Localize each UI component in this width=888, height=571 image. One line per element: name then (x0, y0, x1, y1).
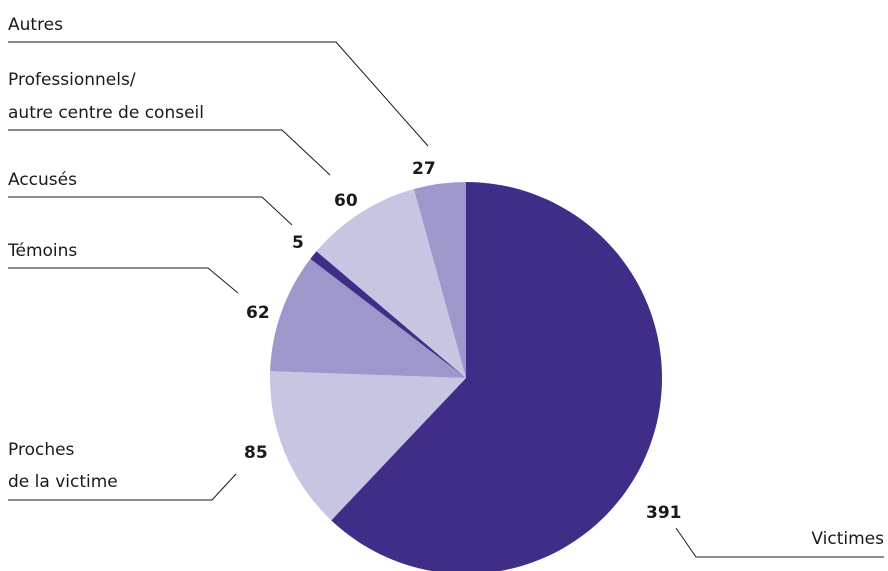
leader-line-proches (8, 473, 237, 501)
label-professionnels: Professionnels/ autre centre de conseil (8, 70, 204, 123)
label-victimes: Victimes (811, 529, 884, 549)
pie-slice-professionnels-autre-centre-de-conseil (316, 189, 466, 378)
pie-slice-accuses (310, 251, 466, 378)
leader-line-victimes (675, 527, 884, 558)
pie-slice-proches-de-la-victime (270, 371, 466, 521)
leader-line-professionnels (8, 129, 331, 176)
value-professionnels: 60 (334, 191, 358, 211)
value-proches: 85 (244, 443, 268, 463)
label-autres: Autres (8, 15, 63, 35)
leader-line-temoins (8, 267, 239, 294)
pie-slice-autres (413, 182, 466, 378)
value-victimes: 391 (646, 503, 682, 523)
pie-slices (270, 182, 662, 571)
label-accuses: Accusés (8, 170, 77, 190)
label-temoins: Témoins (7, 241, 77, 261)
pie-slice-temoins (270, 258, 466, 378)
leader-line-accuses (8, 196, 293, 226)
pie-slice-victimes (331, 182, 662, 571)
label-proches: Proches de la victime (8, 440, 118, 492)
leader-line-autres (8, 41, 429, 147)
value-accuses: 5 (292, 233, 304, 253)
value-temoins: 62 (246, 303, 270, 323)
value-autres: 27 (412, 159, 436, 179)
